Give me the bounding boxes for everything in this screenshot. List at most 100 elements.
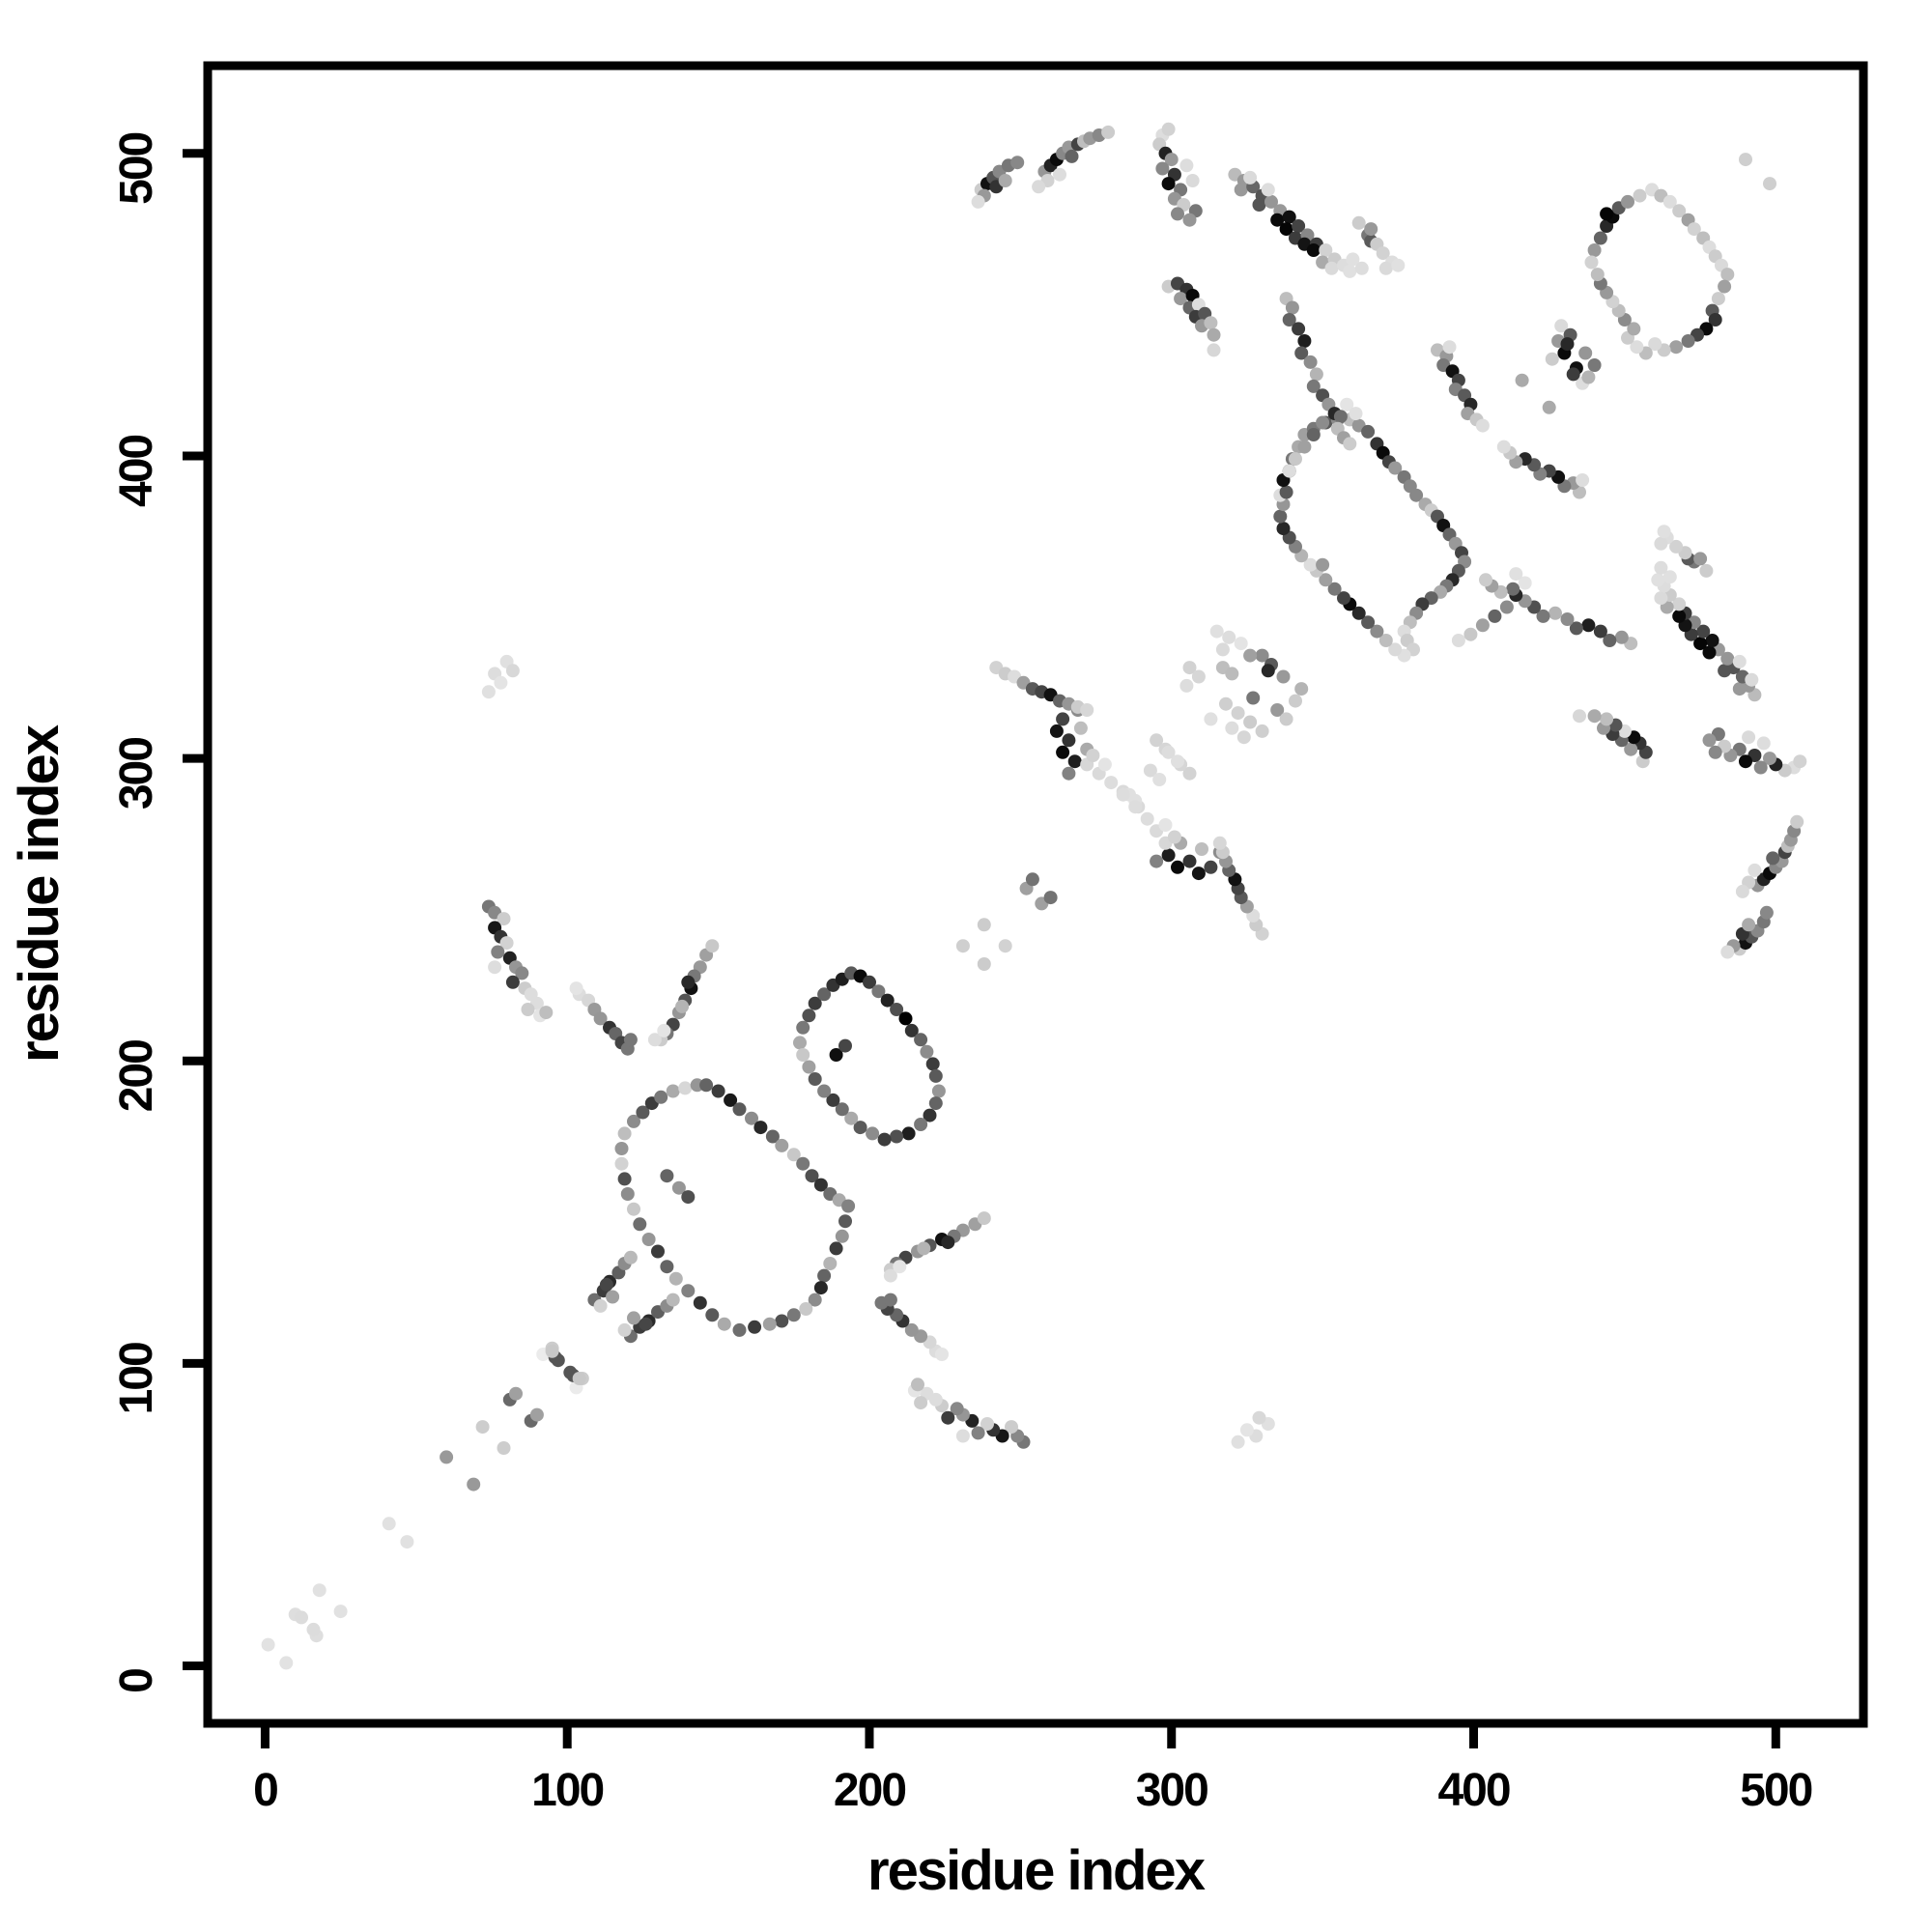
- data-point: [1739, 754, 1752, 769]
- data-point: [705, 1308, 720, 1322]
- data-point: [1171, 860, 1184, 874]
- data-point: [732, 1102, 747, 1117]
- data-point: [1370, 624, 1384, 639]
- data-point: [826, 1093, 840, 1107]
- data-point: [1282, 210, 1296, 224]
- data-point: [1255, 724, 1269, 738]
- data-point: [705, 939, 720, 953]
- data-point: [1279, 222, 1293, 237]
- data-point: [914, 1396, 928, 1410]
- data-point: [1161, 848, 1176, 863]
- data-point: [678, 1081, 693, 1095]
- data-point: [931, 1084, 946, 1098]
- data-point: [1343, 437, 1357, 451]
- data-point: [699, 1078, 714, 1093]
- data-point: [1463, 627, 1478, 641]
- data-point: [681, 1284, 696, 1298]
- data-point: [880, 993, 895, 1008]
- data-point: [1672, 204, 1687, 218]
- data-point: [481, 685, 496, 699]
- data-point: [914, 1033, 928, 1047]
- data-point: [572, 1372, 586, 1385]
- data-point: [1747, 863, 1762, 877]
- data-point: [382, 1517, 396, 1531]
- data-point: [1297, 334, 1312, 348]
- data-point: [1354, 261, 1369, 275]
- data-point: [1554, 319, 1569, 333]
- data-point: [1587, 243, 1602, 257]
- data-point: [1319, 573, 1333, 587]
- data-point: [841, 1199, 856, 1213]
- data-point: [863, 975, 876, 989]
- data-point: [838, 1214, 852, 1229]
- data-point: [923, 1108, 937, 1122]
- data-point: [1361, 615, 1376, 630]
- data-point: [617, 1126, 632, 1141]
- data-point: [898, 1011, 913, 1026]
- data-point: [1669, 539, 1684, 554]
- data-point: [711, 1084, 725, 1098]
- data-point: [1548, 606, 1562, 620]
- data-point: [1705, 634, 1719, 647]
- data-point: [1518, 576, 1532, 590]
- data-point: [1231, 706, 1245, 721]
- data-point: [829, 1241, 843, 1256]
- data-point: [1735, 884, 1749, 898]
- data-point: [1252, 198, 1266, 212]
- data-point: [509, 1386, 523, 1401]
- data-point: [1101, 125, 1116, 139]
- data-point: [1207, 327, 1221, 342]
- data-point: [1204, 860, 1218, 874]
- data-point: [467, 1477, 481, 1492]
- data-point: [1451, 634, 1465, 647]
- x-axis-title: residue index: [867, 1839, 1206, 1902]
- data-point: [1587, 709, 1602, 724]
- data-point: [261, 1637, 275, 1652]
- data-point: [950, 1402, 964, 1416]
- data-point: [1696, 624, 1711, 639]
- data-point: [1219, 696, 1233, 711]
- data-point: [1062, 733, 1076, 748]
- data-point: [866, 1126, 880, 1141]
- data-point: [1128, 800, 1143, 814]
- data-point: [1693, 552, 1708, 566]
- data-point: [1763, 177, 1776, 191]
- data-point: [1225, 721, 1239, 735]
- data-point: [1231, 1435, 1245, 1449]
- data-point: [1672, 597, 1687, 611]
- data-point: [1309, 367, 1323, 382]
- data-point: [1614, 630, 1629, 644]
- data-point: [693, 1295, 707, 1310]
- data-point: [1515, 373, 1529, 387]
- data-point: [333, 1605, 348, 1619]
- data-point: [817, 1268, 832, 1283]
- data-point: [279, 1656, 294, 1670]
- data-point: [1179, 678, 1194, 693]
- data-point: [1388, 461, 1403, 475]
- data-point: [668, 1271, 683, 1286]
- data-point: [539, 1006, 554, 1020]
- tick-label: 300: [1136, 1765, 1208, 1816]
- data-point: [928, 1068, 943, 1083]
- data-point: [1161, 745, 1176, 759]
- data-point: [1627, 322, 1641, 336]
- data-point: [660, 1260, 674, 1274]
- data-point: [1376, 246, 1390, 261]
- data-point: [1080, 703, 1094, 717]
- data-point: [1294, 682, 1309, 696]
- data-point: [569, 981, 583, 996]
- data-point: [1681, 334, 1695, 348]
- data-point: [1732, 682, 1747, 696]
- data-point: [904, 1322, 919, 1337]
- data-point: [617, 1172, 632, 1186]
- data-point: [1285, 300, 1299, 315]
- data-point: [1276, 669, 1291, 684]
- data-point: [786, 1308, 801, 1322]
- data-point: [1150, 733, 1164, 748]
- data-point: [1261, 664, 1275, 678]
- data-point: [1349, 407, 1363, 421]
- data-point: [1191, 669, 1206, 684]
- data-point: [1742, 918, 1756, 932]
